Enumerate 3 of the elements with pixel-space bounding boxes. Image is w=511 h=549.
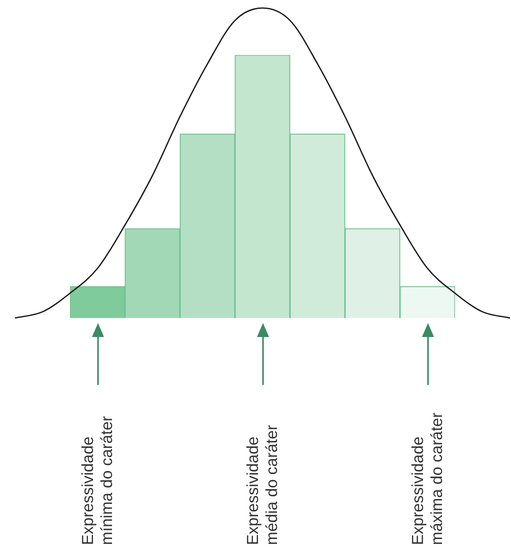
text: Expressividade mínima do caráter — [78, 415, 116, 545]
text: Expressividade média do caráter — [244, 424, 282, 545]
text: Expressividade máxima do caráter — [408, 412, 446, 545]
